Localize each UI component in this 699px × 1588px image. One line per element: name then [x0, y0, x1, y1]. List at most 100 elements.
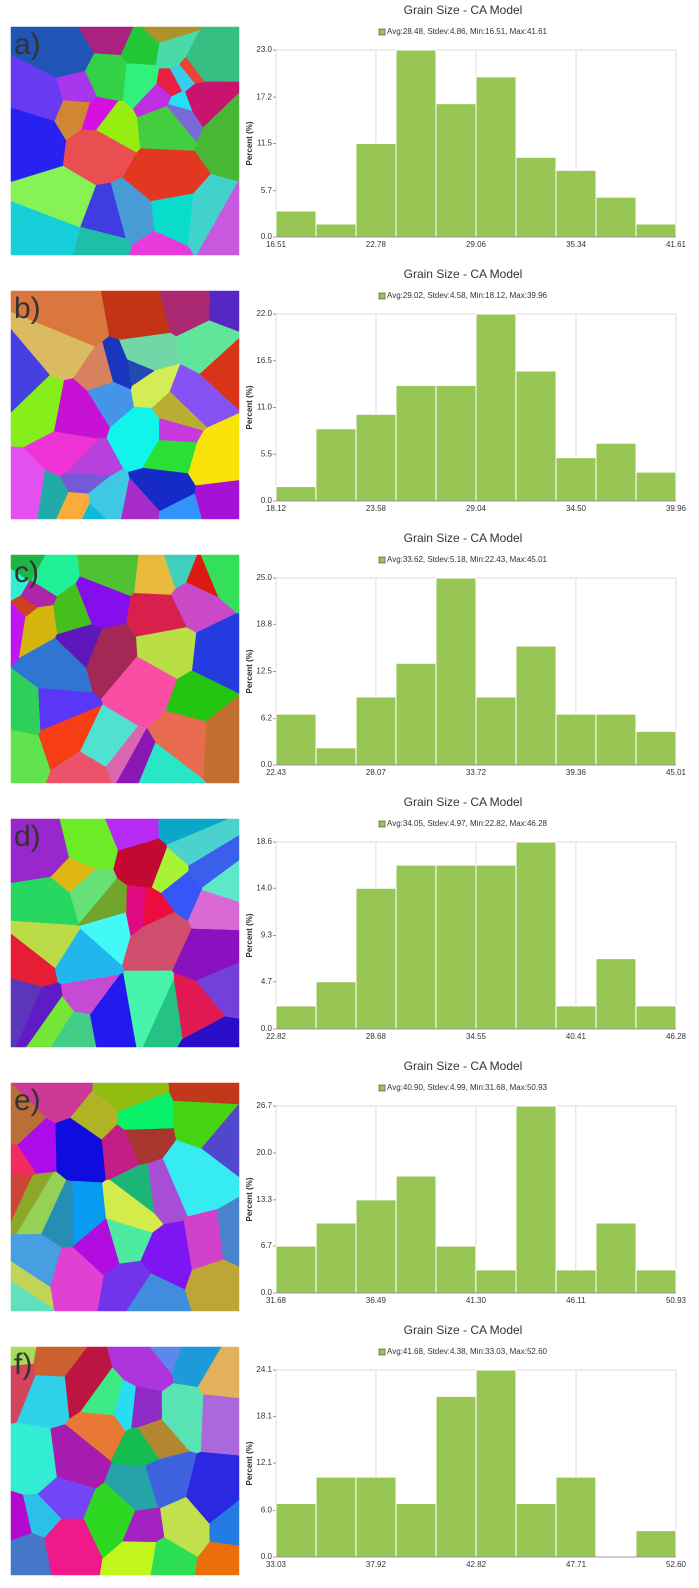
y-axis-label: Percent (%) [245, 649, 254, 693]
grain-image [11, 1347, 239, 1575]
bar [596, 959, 636, 1029]
x-tick-label: 45.01 [666, 768, 687, 777]
bar [476, 1370, 516, 1557]
x-tick-label: 22.78 [366, 240, 387, 249]
x-tick-label: 22.43 [266, 768, 287, 777]
y-tick-label: 6.2 [261, 714, 273, 723]
bar [436, 578, 476, 765]
grain-image [11, 291, 239, 519]
x-tick-label: 40.41 [566, 1032, 587, 1041]
bar [436, 385, 476, 501]
x-tick-label: 52.60 [666, 1560, 687, 1569]
grain-image [11, 27, 239, 255]
y-axis-label: Percent (%) [245, 913, 254, 957]
chart-title: Grain Size - CA Model [404, 795, 523, 809]
y-tick-label: 18.1 [256, 1412, 272, 1421]
x-tick-label: 37.92 [366, 1560, 387, 1569]
bar [476, 697, 516, 765]
panel-label: c) [14, 556, 39, 589]
legend-label: Avg:33.62, Stdev:5.18, Min:22.43, Max:45… [387, 555, 548, 564]
chart-title: Grain Size - CA Model [404, 3, 523, 17]
x-tick-label: 42.82 [466, 1560, 487, 1569]
page: a)Grain Size - CA ModelAvg:28.48, Stdev:… [0, 0, 699, 1588]
y-axis-label: Percent (%) [245, 385, 254, 429]
bar [516, 1503, 556, 1557]
bar [396, 663, 436, 765]
y-tick-label: 23.0 [256, 45, 272, 54]
bar [316, 429, 356, 501]
bar [356, 697, 396, 765]
legend-swatch [379, 821, 385, 827]
x-tick-label: 46.28 [666, 1032, 687, 1041]
figure: a)Grain Size - CA ModelAvg:28.48, Stdev:… [0, 0, 699, 1588]
bar [596, 714, 636, 765]
y-axis-label: Percent (%) [245, 1441, 254, 1485]
x-tick-label: 33.72 [466, 768, 487, 777]
bar [516, 371, 556, 501]
x-tick-label: 29.06 [466, 240, 487, 249]
bar [316, 224, 356, 237]
legend-swatch [379, 293, 385, 299]
bar [636, 1270, 676, 1293]
x-tick-label: 50.93 [666, 1296, 687, 1305]
x-tick-label: 35.34 [566, 240, 587, 249]
bar [436, 1396, 476, 1557]
bar [356, 414, 396, 501]
x-tick-label: 39.96 [666, 504, 687, 513]
y-tick-label: 6.7 [261, 1241, 273, 1250]
chart-title: Grain Size - CA Model [404, 1323, 523, 1337]
x-tick-label: 18.12 [266, 504, 287, 513]
x-tick-label: 23.58 [366, 504, 387, 513]
bar [276, 714, 316, 765]
chart-title: Grain Size - CA Model [404, 267, 523, 281]
legend-swatch [379, 1085, 385, 1091]
y-tick-label: 5.5 [261, 449, 273, 458]
bar [556, 170, 596, 237]
y-tick-label: 16.5 [256, 356, 272, 365]
y-axis-label: Percent (%) [245, 1177, 254, 1221]
legend-swatch [379, 557, 385, 563]
bar [476, 1270, 516, 1293]
bar [436, 865, 476, 1029]
panel-label: d) [14, 820, 41, 853]
legend-label: Avg:34.05, Stdev:4.97, Min:22.82, Max:46… [387, 819, 548, 828]
bar [516, 842, 556, 1029]
bar [636, 472, 676, 501]
bar [396, 865, 436, 1029]
x-tick-label: 46.11 [566, 1296, 586, 1305]
y-tick-label: 0.0 [261, 1288, 273, 1297]
bar [516, 1106, 556, 1293]
bar [596, 197, 636, 237]
bar [276, 211, 316, 237]
y-tick-label: 17.2 [256, 92, 272, 101]
y-tick-label: 12.5 [256, 667, 272, 676]
chart-title: Grain Size - CA Model [404, 531, 523, 545]
y-tick-label: 12.1 [256, 1458, 272, 1467]
bar [396, 50, 436, 237]
y-tick-label: 5.7 [261, 186, 273, 195]
y-tick-label: 4.7 [261, 977, 273, 986]
y-tick-label: 18.6 [256, 837, 272, 846]
grain-image [11, 1083, 239, 1311]
bar [556, 714, 596, 765]
y-tick-label: 0.0 [261, 496, 273, 505]
x-tick-label: 41.61 [666, 240, 687, 249]
y-tick-label: 18.8 [256, 619, 272, 628]
legend-label: Avg:29.02, Stdev:4.58, Min:18.12, Max:39… [387, 291, 548, 300]
y-tick-label: 24.1 [256, 1365, 272, 1374]
grain [194, 480, 239, 519]
x-tick-label: 28.68 [366, 1032, 387, 1041]
bar [276, 1246, 316, 1293]
x-tick-label: 33.03 [266, 1560, 287, 1569]
bar [316, 1223, 356, 1293]
y-tick-label: 0.0 [261, 232, 273, 241]
x-tick-label: 31.68 [266, 1296, 287, 1305]
y-tick-label: 0.0 [261, 760, 273, 769]
legend-swatch [379, 29, 385, 35]
bar [356, 144, 396, 238]
bar [356, 888, 396, 1029]
x-tick-label: 41.30 [466, 1296, 487, 1305]
x-tick-label: 47.71 [566, 1560, 587, 1569]
panel-label: f) [14, 1348, 32, 1381]
y-axis-label: Percent (%) [245, 121, 254, 165]
